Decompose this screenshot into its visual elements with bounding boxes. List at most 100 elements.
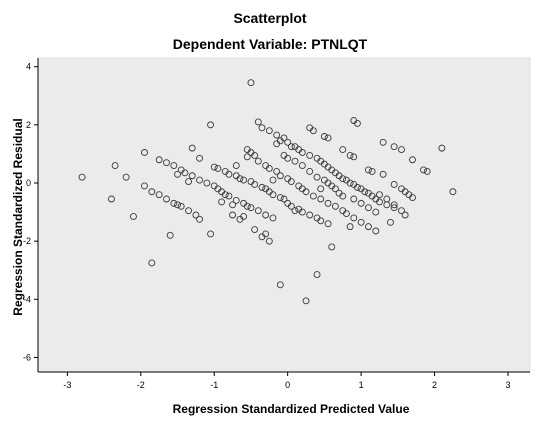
- scatter-point: [163, 195, 170, 203]
- scatter-point: [342, 210, 350, 217]
- scatter-point: [247, 79, 255, 87]
- scatter-point: [148, 259, 156, 267]
- scatter-point: [368, 167, 376, 175]
- scatter-point: [438, 144, 446, 152]
- scatter-point: [265, 165, 273, 172]
- scatter-point: [302, 188, 310, 196]
- scatter-point: [313, 271, 321, 279]
- x-tick-label: -1: [210, 380, 218, 390]
- scatter-point: [207, 230, 215, 238]
- scatter-point: [185, 178, 192, 186]
- scatter-point: [185, 207, 192, 215]
- scatter-point: [350, 195, 358, 203]
- scatter-point: [331, 202, 339, 210]
- data-points: [78, 79, 457, 305]
- scatter-point: [122, 173, 130, 181]
- x-tick-label: 0: [285, 380, 290, 390]
- y-tick-label: 2: [26, 120, 31, 130]
- scatter-point: [339, 175, 347, 183]
- scatter-point: [357, 218, 365, 226]
- scatter-point: [269, 176, 277, 184]
- scatter-point: [298, 149, 306, 156]
- scatter-point: [317, 185, 325, 193]
- scatter-point: [309, 192, 317, 200]
- scatter-point: [331, 185, 339, 193]
- scatter-point: [258, 183, 266, 191]
- x-axis-ticks: -3 -2 -1 0 1 2 3: [63, 372, 510, 390]
- scatter-point: [383, 195, 391, 203]
- scatter-point: [409, 156, 416, 164]
- y-tick-label: -4: [23, 294, 31, 304]
- scatter-point: [203, 179, 211, 187]
- scatter-point: [420, 166, 427, 174]
- scatter-point: [306, 151, 314, 159]
- scatter-point: [229, 201, 237, 209]
- scatter-point: [210, 163, 218, 171]
- scatter-point: [376, 198, 383, 206]
- scatter-point: [317, 217, 325, 225]
- scatter-point: [207, 121, 215, 129]
- scatter-point: [361, 188, 369, 196]
- scatter-point: [364, 166, 372, 174]
- scatter-point: [350, 153, 358, 161]
- scatter-point: [379, 170, 387, 178]
- scatter-point: [243, 153, 251, 161]
- scatter-point: [423, 167, 431, 175]
- scatter-point: [376, 191, 383, 199]
- scatter-point: [320, 133, 328, 140]
- scatter-point: [174, 170, 181, 178]
- scatter-point: [265, 127, 273, 135]
- scatter-point: [346, 179, 354, 187]
- scatter-point: [306, 167, 314, 175]
- scatter-point: [313, 173, 321, 181]
- scatter-point: [141, 182, 148, 190]
- scatter-point: [302, 297, 310, 305]
- scatter-point: [276, 281, 284, 289]
- x-tick-label: 1: [359, 380, 364, 390]
- scatter-point: [111, 162, 119, 170]
- scatter-point: [390, 143, 398, 151]
- scatter-point: [276, 172, 284, 180]
- scatter-point: [324, 220, 332, 228]
- scatter-point: [240, 176, 248, 184]
- scatter-point: [192, 211, 200, 219]
- x-tick-label: -3: [63, 380, 71, 390]
- scatter-point: [130, 213, 137, 220]
- y-tick-label: -6: [23, 352, 31, 362]
- scatter-point: [78, 173, 86, 181]
- scatter-point: [390, 204, 398, 212]
- scatter-point: [225, 170, 233, 178]
- scatter-point: [317, 195, 325, 203]
- scatter-point: [262, 211, 270, 219]
- scatter-point: [350, 214, 358, 222]
- scatter-point: [372, 227, 380, 235]
- scatter-point: [298, 162, 306, 170]
- scatter-point: [247, 204, 255, 212]
- scatter-point: [287, 143, 295, 151]
- scatter-point: [364, 223, 372, 231]
- scatter-point: [328, 243, 336, 251]
- scatter-point: [339, 146, 347, 154]
- y-tick-label: -2: [23, 236, 31, 246]
- scatter-point: [390, 181, 398, 188]
- scatter-point: [254, 118, 262, 126]
- scatter-point: [196, 154, 204, 162]
- scatter-point: [107, 195, 115, 203]
- scatter-point: [401, 211, 409, 219]
- scatter-point: [177, 202, 185, 210]
- scatter-point: [346, 151, 354, 159]
- scatter-point: [276, 194, 284, 202]
- scatter-point: [229, 211, 237, 219]
- x-tick-label: -2: [137, 380, 145, 390]
- x-tick-label: 3: [505, 380, 510, 390]
- scatter-point: [398, 146, 405, 154]
- scatter-point: [306, 211, 314, 219]
- scatter-point: [287, 202, 295, 210]
- scatter-point: [273, 140, 281, 148]
- scatter-point: [188, 172, 196, 180]
- scatter-point: [155, 156, 163, 164]
- y-tick-label: 4: [26, 62, 31, 72]
- scatter-point: [273, 167, 281, 175]
- scatter-point: [221, 191, 229, 199]
